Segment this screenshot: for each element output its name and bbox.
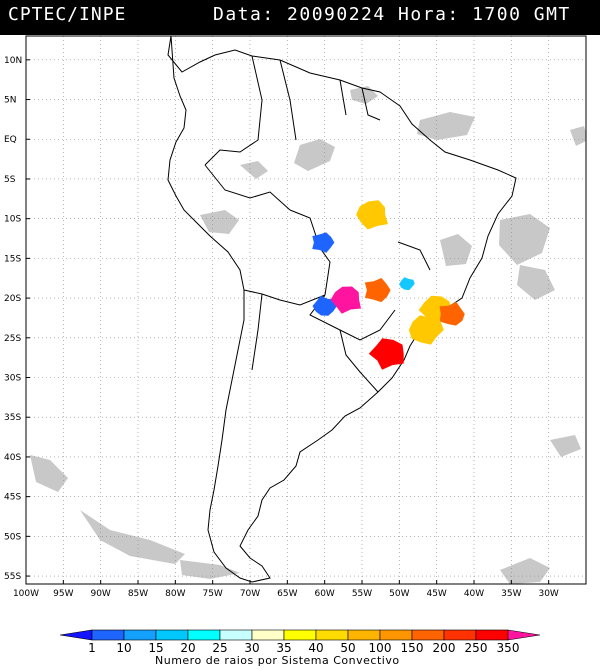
lat-tick-label: 15S [4,254,21,264]
cloud-cover [30,86,586,584]
colorbar-swatch [219,629,253,641]
lon-tick-label: 50W [389,589,409,599]
lat-tick-label: EQ [4,135,17,145]
colorbar-swatch [123,629,157,641]
datetime-label: Data: 20090224 Hora: 1700 GMT [213,4,571,25]
map-area [26,36,586,584]
colorbar-label: 50 [340,641,355,655]
convective-system-parana-coast [408,315,444,345]
lon-tick-label: 85W [128,589,148,599]
lon-tick-label: 65W [277,589,297,599]
title-bar: CPTEC/INPE Data: 20090224 Hora: 1700 GMT [0,0,600,35]
colorbar-swatch [315,629,349,641]
lat-tick-label: 5S [4,175,16,185]
colorbar-swatch [91,629,125,641]
lon-tick-label: 70W [240,589,260,599]
lon-tick-label: 40W [464,589,484,599]
convective-system-bolivia-paraguay [312,295,337,316]
colorbar-swatch [411,629,445,641]
colorbar-label: 10 [116,641,131,655]
colorbar-label: 100 [369,641,392,655]
lat-tick-label: 20S [4,294,21,304]
convective-system-central-brazil [356,200,388,230]
lat-tick-label: 55S [4,572,21,582]
colorbar-label: 25 [212,641,227,655]
map-frame [25,35,587,585]
lon-tick-label: 100W [13,589,39,599]
colorbar-swatch [379,629,413,641]
convective-systems [312,200,465,370]
lat-tick-label: 40S [4,453,21,463]
colorbar-swatch [59,629,93,641]
lon-tick-label: 55W [352,589,372,599]
colorbar-label: 150 [401,641,424,655]
lon-tick-label: 60W [314,589,334,599]
colorbar-swatch [187,629,221,641]
lon-tick-label: 45W [426,589,446,599]
colorbar-label: 350 [497,641,520,655]
colorbar-title: Numero de raios por Sistema Convectivo [155,654,400,667]
lon-tick-label: 75W [202,589,222,599]
coastline [167,36,517,583]
lat-tick-label: 35S [4,413,21,423]
longitude-labels: 100W 95W 90W 85W 80W 75W 70W 65W 60W 55W 50W 45W 40W… [13,580,559,599]
colorbar-label: 1 [88,641,96,655]
colorbar-label: 20 [180,641,195,655]
convective-system-rio-coast [439,301,465,326]
colorbar-label: 200 [433,641,456,655]
lon-tick-label: 30W [538,589,558,599]
lat-tick-label: 10S [4,215,21,225]
convective-system-mato-grosso-sul [330,286,361,314]
colorbar-swatch [507,629,541,641]
convective-system-goias-south [364,278,391,303]
colorbar-label: 250 [465,641,488,655]
lon-tick-label: 80W [165,589,185,599]
latitude-labels: 10N 5N EQ 5S 10S 15S 20S 25S 30S 35S 40S 45S 50S 55S [4,56,30,582]
lon-tick-label: 35W [501,589,521,599]
colorbar-labels: 1 10 15 20 25 30 35 40 50 100 150 200 250 350 [88,641,519,655]
colorbar-swatch [443,629,477,641]
colorbar-swatch [347,629,381,641]
lat-tick-label: 50S [4,532,21,542]
lat-tick-label: 5N [4,96,16,106]
colorbar [59,629,541,641]
lat-tick-label: 10N [4,56,22,66]
lat-tick-label: 30S [4,374,21,384]
lat-tick-label: 45S [4,493,21,503]
source-label: CPTEC/INPE [8,4,127,25]
graticule [26,36,586,584]
lat-tick-label: 25S [4,334,21,344]
colorbar-swatch [475,629,509,641]
colorbar-label: 30 [244,641,259,655]
lon-tick-label: 95W [53,589,73,599]
colorbar-label: 15 [148,641,163,655]
lon-tick-label: 90W [90,589,110,599]
colorbar-swatch [283,629,317,641]
colorbar-swatch [251,629,285,641]
colorbar-swatch [155,629,189,641]
colorbar-label: 40 [308,641,323,655]
convective-system-mato-grosso-west [312,232,335,253]
convective-system-santa-catarina [368,338,404,370]
convective-system-minas-west [399,277,415,291]
colorbar-label: 35 [276,641,291,655]
